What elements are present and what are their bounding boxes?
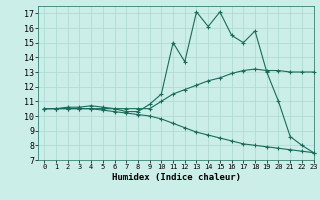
X-axis label: Humidex (Indice chaleur): Humidex (Indice chaleur) [111, 173, 241, 182]
